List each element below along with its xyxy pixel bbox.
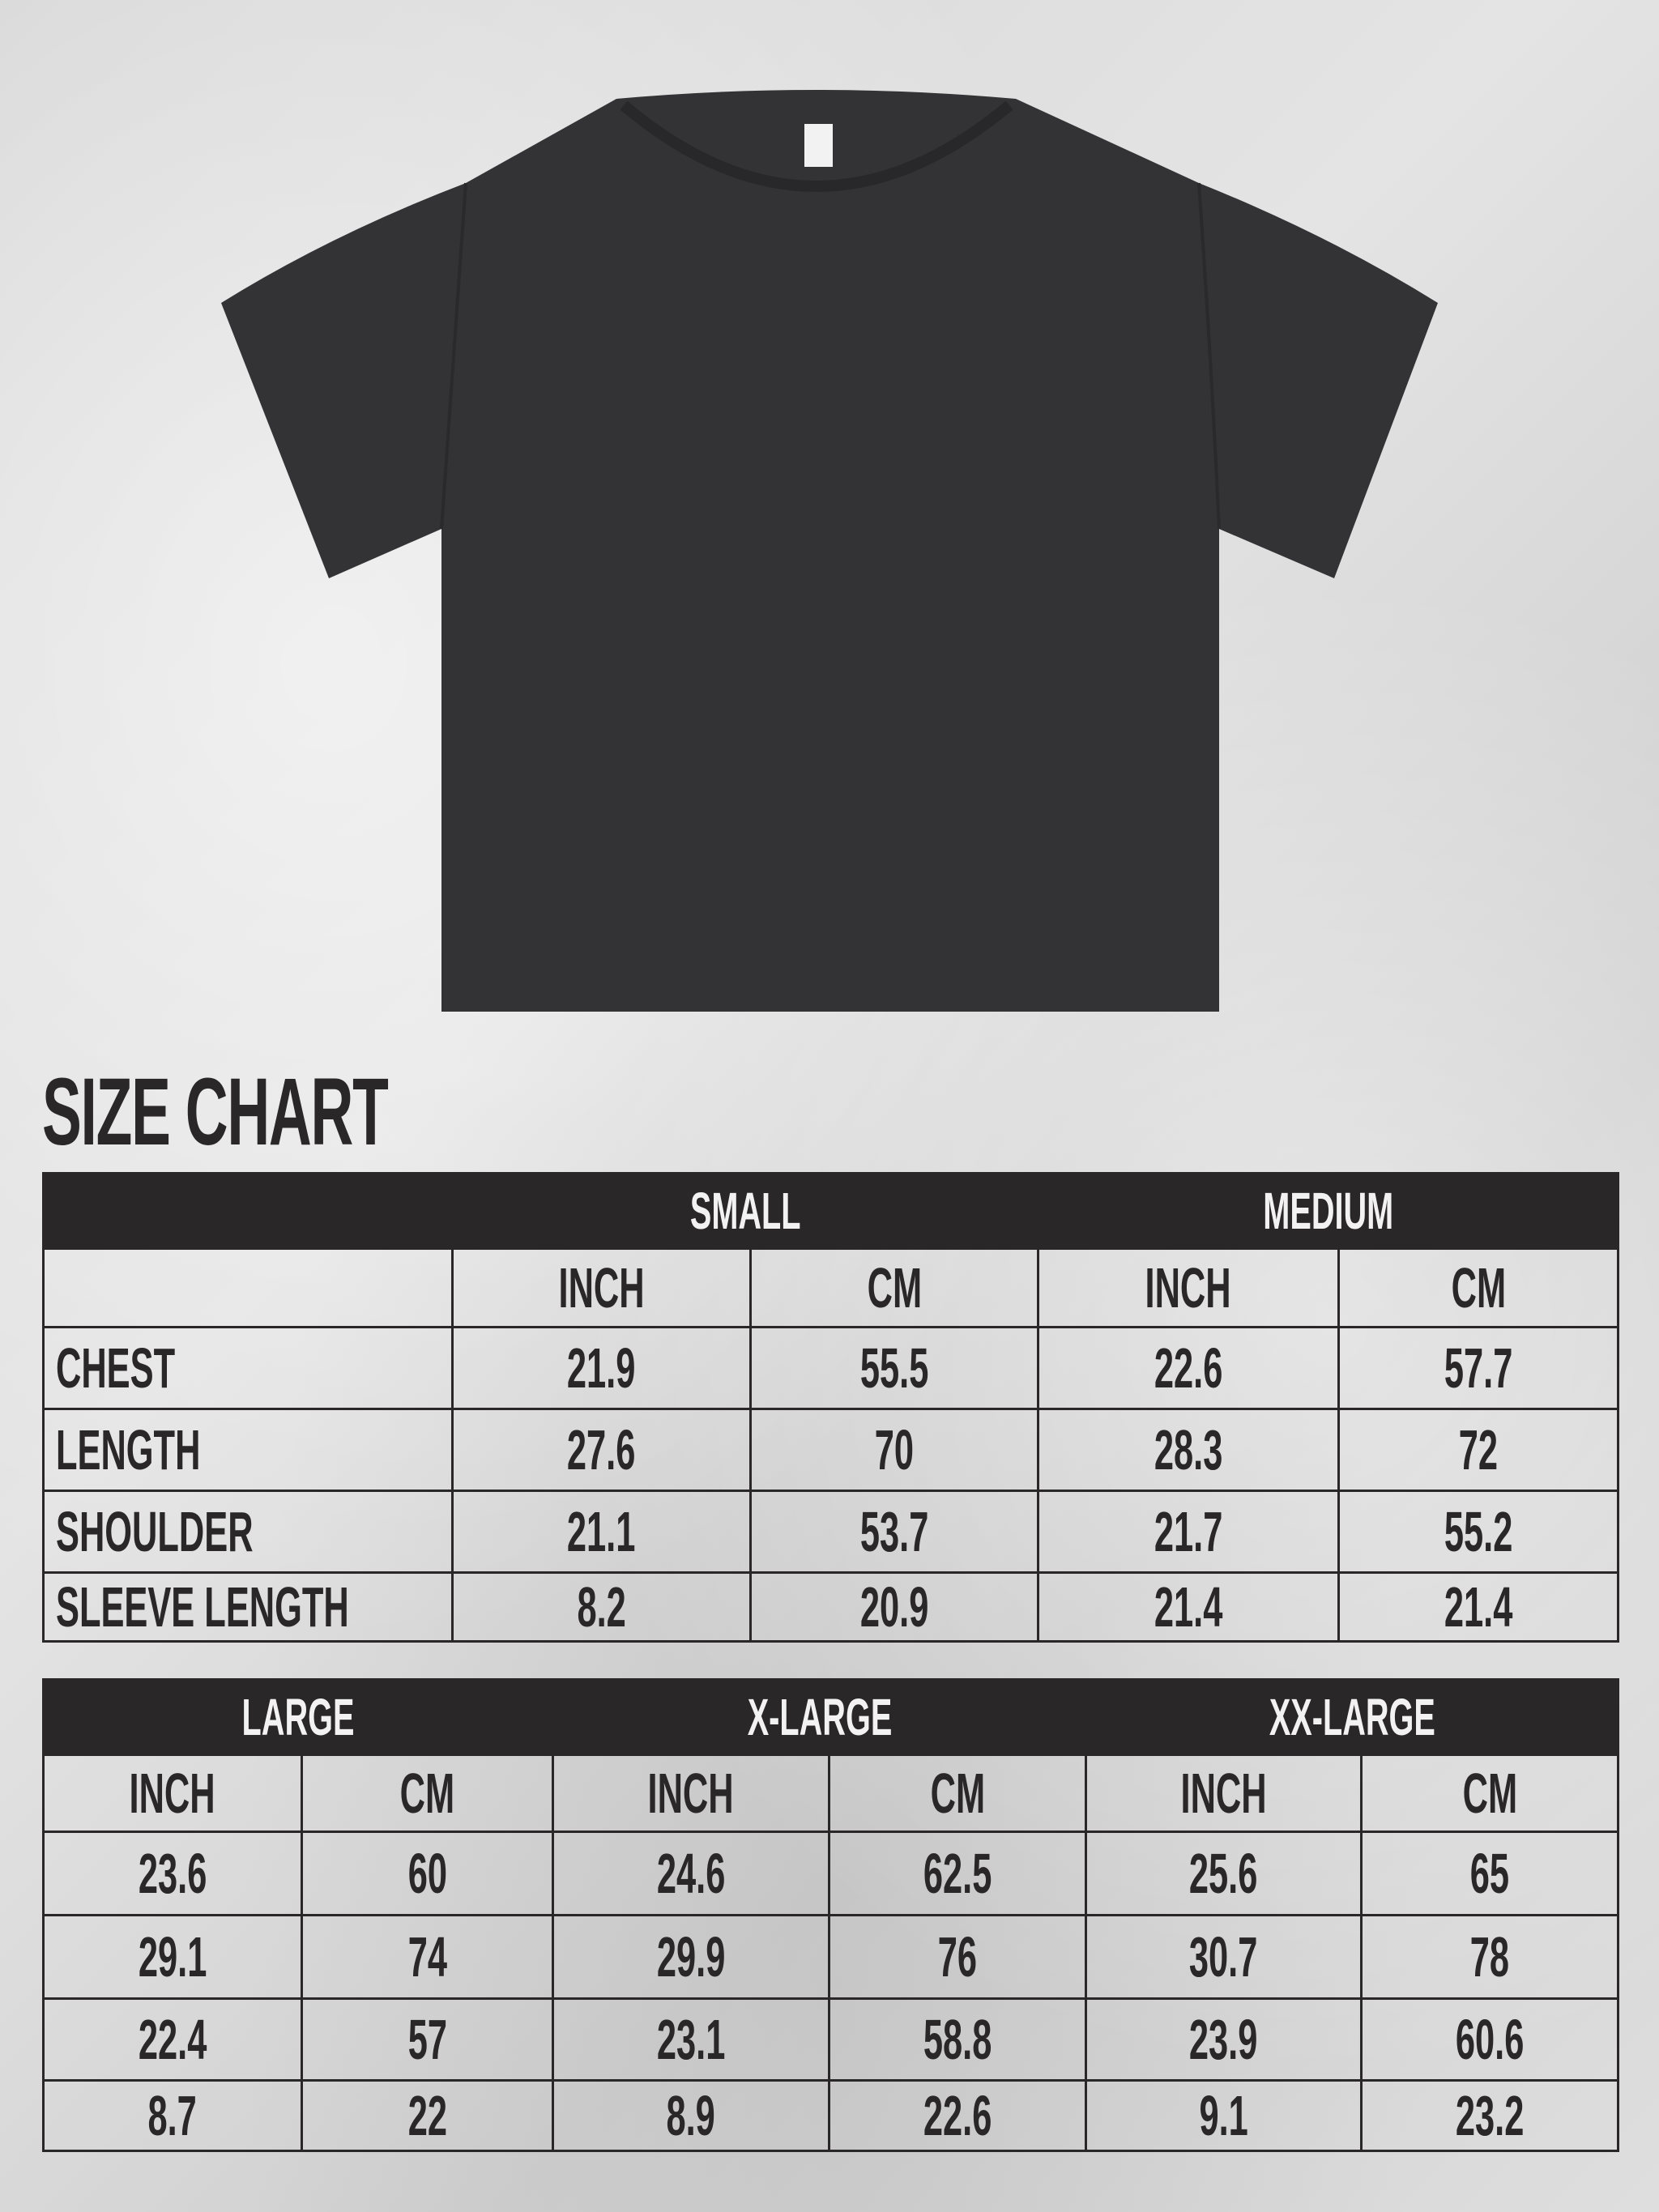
unit-header: CM: [301, 1754, 554, 1833]
value-cell: 53.7: [749, 1490, 1039, 1574]
unit-header: INCH: [552, 1754, 830, 1833]
unit-header: CM: [828, 1754, 1087, 1833]
size-table-large-xl-xxl: LARGE X-LARGE XX-LARGE INCH CM INCH CM I…: [42, 1678, 1619, 2152]
value-cell: 21.1: [451, 1490, 752, 1574]
table-row-sleeve-length: SLEEVE LENGTH 8.2 20.9 21.4 21.4: [42, 1571, 1619, 1643]
tshirt-body: [221, 90, 1438, 1012]
value-cell: 60.6: [1360, 1997, 1619, 2082]
value-cell: 8.2: [451, 1571, 752, 1643]
table-row-length: LENGTH 27.6 70 28.3 72: [42, 1408, 1619, 1492]
unit-header: CM: [1360, 1754, 1619, 1833]
value-cell: 72: [1337, 1408, 1619, 1492]
value-cell: 65: [1360, 1831, 1619, 1916]
value-cell: 29.1: [42, 1914, 303, 2000]
size-header-small: SMALL: [451, 1172, 1039, 1250]
unit-header: INCH: [451, 1247, 752, 1328]
value-cell: 60: [301, 1831, 554, 1916]
value-cell: 21.4: [1337, 1571, 1619, 1643]
tshirt-collar: [620, 100, 1013, 192]
tshirt-tag: [804, 124, 833, 167]
size-header-x-large: X-LARGE: [552, 1678, 1087, 1756]
value-cell: 23.2: [1360, 2079, 1619, 2152]
row-label: LENGTH: [42, 1408, 454, 1492]
table-row-shoulder: SHOULDER 21.1 53.7 21.7 55.2: [42, 1490, 1619, 1574]
value-cell: 78: [1360, 1914, 1619, 2000]
tshirt-seams: [440, 182, 1221, 530]
value-cell: 23.9: [1085, 1997, 1363, 2082]
value-cell: 55.2: [1337, 1490, 1619, 1574]
value-cell: 58.8: [828, 1997, 1087, 2082]
value-cell: 74: [301, 1914, 554, 2000]
table-row-chest: CHEST 21.9 55.5 22.6 57.7: [42, 1326, 1619, 1410]
table-row-chest: 23.6 60 24.6 62.5 25.6 65: [42, 1831, 1619, 1916]
unit-header: CM: [749, 1247, 1039, 1328]
unit-header: INCH: [1085, 1754, 1363, 1833]
value-cell: 62.5: [828, 1831, 1087, 1916]
value-cell: 70: [749, 1408, 1039, 1492]
value-cell: 29.9: [552, 1914, 830, 2000]
value-cell: 22.4: [42, 1997, 303, 2082]
value-cell: 9.1: [1085, 2079, 1363, 2152]
header-band-corner: [42, 1172, 454, 1250]
value-cell: 23.1: [552, 1997, 830, 2082]
empty-cell: [42, 1247, 454, 1328]
value-cell: 22.6: [828, 2079, 1087, 2152]
unit-header: CM: [1337, 1247, 1619, 1328]
row-label: SLEEVE LENGTH: [42, 1571, 454, 1643]
value-cell: 22.6: [1037, 1326, 1340, 1410]
value-cell: 21.7: [1037, 1490, 1340, 1574]
value-cell: 27.6: [451, 1408, 752, 1492]
row-label: CHEST: [42, 1326, 454, 1410]
unit-header: INCH: [1037, 1247, 1340, 1328]
value-cell: 28.3: [1037, 1408, 1340, 1492]
tshirt-image: [221, 90, 1438, 1012]
value-cell: 24.6: [552, 1831, 830, 1916]
value-cell: 21.4: [1037, 1571, 1340, 1643]
value-cell: 57: [301, 1997, 554, 2082]
table-row-length: 29.1 74 29.9 76 30.7 78: [42, 1914, 1619, 2000]
value-cell: 22: [301, 2079, 554, 2152]
size-header-large: LARGE: [42, 1678, 554, 1756]
row-label: SHOULDER: [42, 1490, 454, 1574]
value-cell: 23.6: [42, 1831, 303, 1916]
value-cell: 57.7: [1337, 1326, 1619, 1410]
value-cell: 20.9: [749, 1571, 1039, 1643]
value-cell: 21.9: [451, 1326, 752, 1410]
value-cell: 8.7: [42, 2079, 303, 2152]
value-cell: 76: [828, 1914, 1087, 2000]
page-title: SIZE CHART: [42, 1059, 389, 1166]
value-cell: 55.5: [749, 1326, 1039, 1410]
size-table-small-medium: SMALL MEDIUM INCH CM INCH CM CHEST 21.9 …: [42, 1172, 1619, 1643]
table-row-shoulder: 22.4 57 23.1 58.8 23.9 60.6: [42, 1997, 1619, 2082]
value-cell: 30.7: [1085, 1914, 1363, 2000]
value-cell: 8.9: [552, 2079, 830, 2152]
size-header-xx-large: XX-LARGE: [1085, 1678, 1619, 1756]
unit-header: INCH: [42, 1754, 303, 1833]
table-row-sleeve-length: 8.7 22 8.9 22.6 9.1 23.2: [42, 2079, 1619, 2152]
value-cell: 25.6: [1085, 1831, 1363, 1916]
size-header-medium: MEDIUM: [1037, 1172, 1619, 1250]
